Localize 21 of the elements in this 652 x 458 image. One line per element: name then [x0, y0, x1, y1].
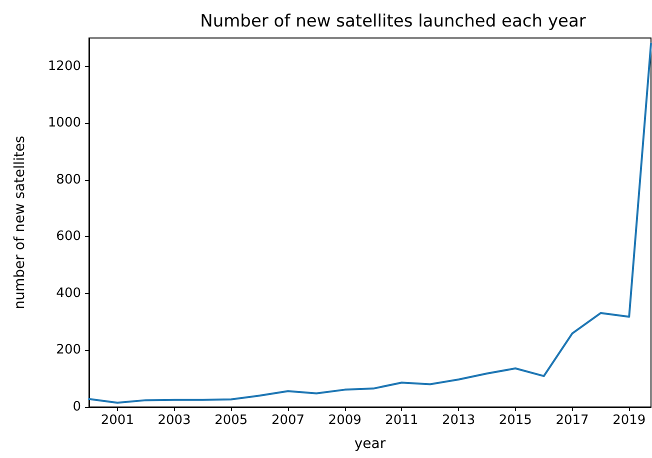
x-tick-label: 2019 — [612, 413, 646, 428]
y-tick-label: 600 — [56, 229, 81, 244]
x-axis-title: year — [354, 436, 386, 452]
x-tick-label: 2001 — [100, 413, 134, 428]
y-tick-label: 1000 — [48, 116, 81, 131]
x-tick-label: 2005 — [214, 413, 248, 428]
line-series — [88, 42, 652, 404]
x-tick-label: 2017 — [556, 413, 589, 428]
y-tick-label: 1200 — [48, 58, 81, 74]
x-tick-label: 2007 — [271, 413, 305, 428]
y-tick-label: 0 — [72, 400, 81, 414]
x-tick-label: 2015 — [498, 413, 532, 428]
chart-title: Number of new satellites launched each year — [200, 12, 586, 32]
y-tick-label: 400 — [56, 286, 81, 301]
x-tick-label: 2011 — [385, 413, 418, 428]
y-tick-label: 200 — [56, 342, 81, 358]
y-tick-label: 800 — [56, 172, 81, 188]
x-tick-label: 2009 — [328, 413, 362, 428]
y-axis-title: number of new satellites — [12, 136, 28, 310]
x-tick-label: 2013 — [442, 413, 476, 428]
x-tick-label: 2003 — [158, 413, 191, 428]
